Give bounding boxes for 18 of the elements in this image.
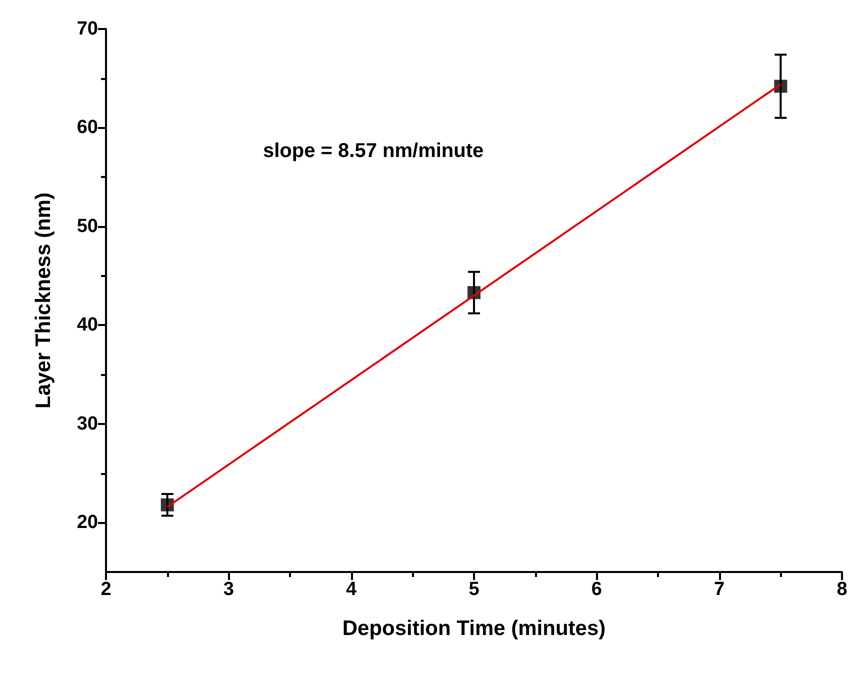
annotation: slope = 8.57 nm/minute [263, 140, 484, 162]
y-tick-label: 40 [76, 314, 98, 336]
x-tick-label: 2 [100, 579, 112, 600]
y-tick-label: 20 [76, 512, 98, 534]
point [160, 498, 174, 512]
x-tick-label: 4 [346, 579, 358, 600]
x-tick-label: 8 [836, 579, 848, 600]
y-axis-title: Layer Thickness (nm) [32, 192, 55, 408]
y-tick-label: 30 [76, 413, 98, 434]
x-tick-label: 5 [468, 579, 480, 600]
x-axis-title: Deposition Time (minutes) [342, 617, 606, 640]
x-tick-label: 7 [714, 579, 725, 600]
y-tick-label: 70 [76, 18, 98, 40]
point [774, 80, 788, 93]
y-tick-label: 50 [76, 216, 98, 237]
x-tick-label: 6 [591, 579, 602, 600]
x-tick-label: 3 [223, 579, 234, 600]
y-tick-label: 60 [76, 117, 98, 138]
